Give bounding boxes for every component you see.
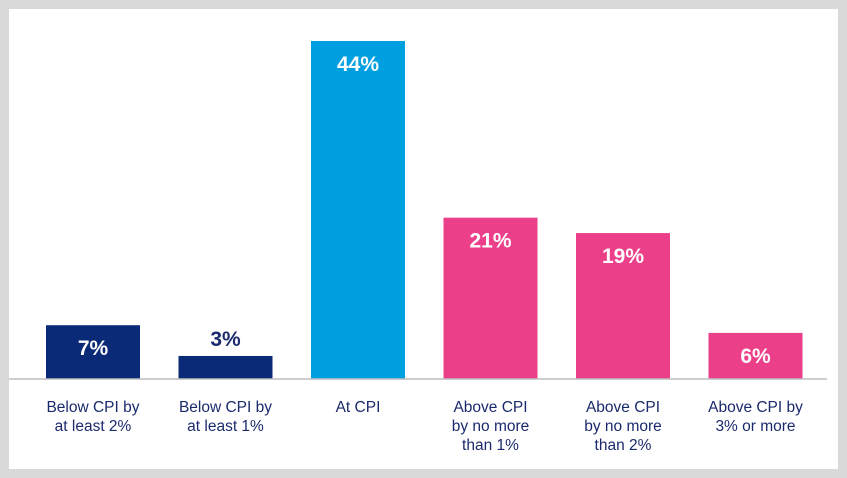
category-label-5: Above CPI by 3% or more xyxy=(708,399,803,435)
category-label-line: Above CPI by xyxy=(708,399,803,416)
bar-value-label-4: 19% xyxy=(602,245,644,268)
category-label-4: Above CPI by no more than 2% xyxy=(584,399,662,454)
category-label-line: at least 1% xyxy=(187,418,264,435)
category-label-0: Below CPI by at least 2% xyxy=(46,399,139,435)
bars-group: 7% 3% 44% 21% 19% 6% xyxy=(46,41,803,379)
bar-value-label-1: 3% xyxy=(210,328,241,351)
bar-value-label-2: 44% xyxy=(337,53,379,76)
chart-frame: 7% 3% 44% 21% 19% 6% Below CPI by at least 2% B… xyxy=(9,9,838,469)
bar-value-label-3: 21% xyxy=(469,230,511,253)
bar-value-label-0: 7% xyxy=(78,337,109,360)
category-labels-group: Below CPI by at least 2% Below CPI by at le… xyxy=(46,399,803,454)
category-label-line: than 2% xyxy=(595,437,652,454)
bar-4 xyxy=(576,233,670,379)
bar-5 xyxy=(708,332,803,379)
bar-2 xyxy=(311,41,405,379)
category-label-line: At CPI xyxy=(336,399,381,416)
category-label-line: at least 2% xyxy=(55,418,132,435)
bar-value-label-5: 6% xyxy=(740,345,771,368)
bar-3 xyxy=(443,217,538,379)
category-label-line: than 1% xyxy=(462,437,519,454)
category-label-line: Below CPI by xyxy=(46,399,139,416)
category-label-1: Below CPI by at least 1% xyxy=(179,399,272,435)
category-label-line: 3% or more xyxy=(715,418,795,435)
bar-0 xyxy=(46,325,140,379)
category-label-line: by no more xyxy=(584,418,662,435)
category-label-3: Above CPI by no more than 1% xyxy=(452,399,530,454)
category-label-line: by no more xyxy=(452,418,530,435)
category-label-line: Below CPI by xyxy=(179,399,272,416)
bar-1 xyxy=(178,355,273,379)
bar-chart: 7% 3%44%21%19%6% Below CPI by at least 2%B… xyxy=(9,41,827,454)
category-label-2: At CPI xyxy=(336,399,381,416)
category-label-line: Above CPI xyxy=(453,399,527,416)
category-label-line: Above CPI xyxy=(586,399,660,416)
